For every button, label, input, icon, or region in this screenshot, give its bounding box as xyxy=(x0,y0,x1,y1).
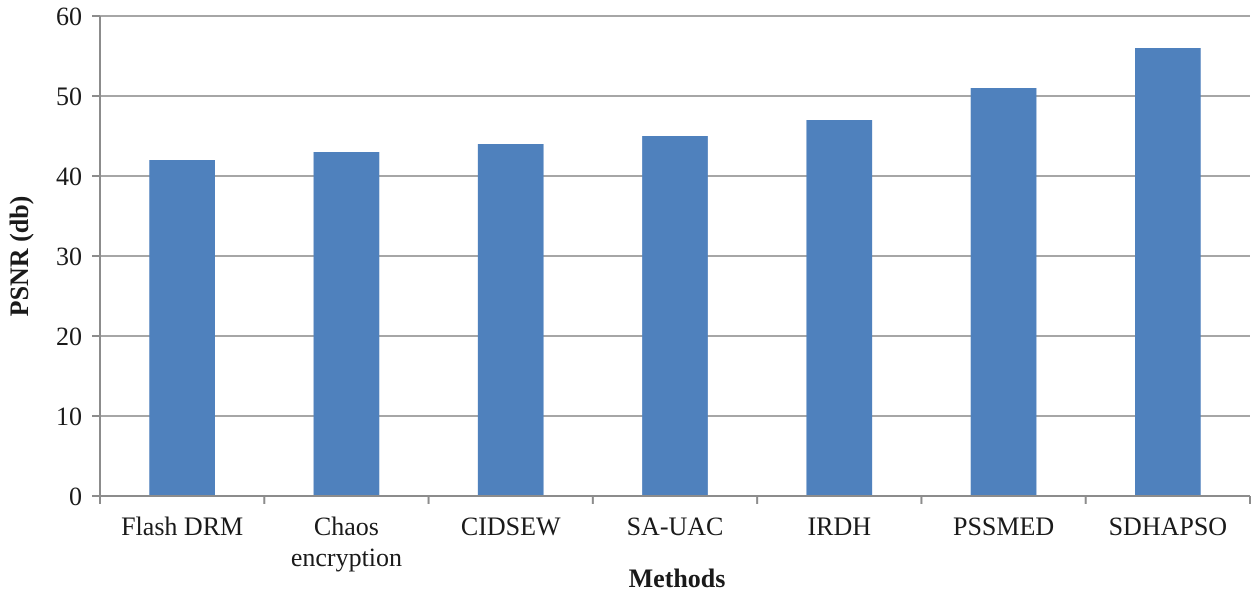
bar xyxy=(313,152,380,496)
x-category-label: Flash DRM xyxy=(121,512,243,541)
y-axis-title: PSNR (db) xyxy=(5,196,34,317)
y-tick-label: 20 xyxy=(56,322,82,351)
x-category-label-line: encryption xyxy=(291,543,402,572)
y-tick-label: 0 xyxy=(69,482,82,511)
axes xyxy=(92,15,1251,504)
y-tick-labels: 0 10 20 30 40 50 60 xyxy=(56,2,82,511)
x-category-label: SDHAPSO xyxy=(1109,512,1228,541)
x-axis-title: Methods xyxy=(629,564,726,593)
x-category-label-line: PSSMED xyxy=(953,512,1054,541)
x-category-label-line: SDHAPSO xyxy=(1109,512,1228,541)
x-category-label: Chaos encryption xyxy=(291,512,402,572)
y-tick-label: 60 xyxy=(56,2,82,31)
x-category-label-line: CIDSEW xyxy=(461,512,561,541)
y-tick-label: 30 xyxy=(56,242,82,271)
x-category-label-line: SA-UAC xyxy=(627,512,724,541)
bar xyxy=(970,88,1037,496)
x-category-labels: Flash DRM Chaos encryption CIDSEW SA-UAC IRDH… xyxy=(121,512,1227,572)
bar xyxy=(642,136,708,496)
bar xyxy=(149,160,215,496)
bars xyxy=(149,48,1201,496)
y-tick-label: 40 xyxy=(56,162,82,191)
x-category-label: SA-UAC xyxy=(627,512,724,541)
x-category-label: PSSMED xyxy=(953,512,1054,541)
bar xyxy=(477,144,544,496)
x-category-label-line: Chaos xyxy=(314,512,379,541)
y-tick-label: 10 xyxy=(56,402,82,431)
bar xyxy=(806,120,873,496)
x-category-label-line: IRDH xyxy=(808,512,872,541)
x-category-label: IRDH xyxy=(808,512,872,541)
x-category-label: CIDSEW xyxy=(461,512,561,541)
x-category-label-line: Flash DRM xyxy=(121,512,243,541)
bar xyxy=(1135,48,1201,496)
y-tick-label: 50 xyxy=(56,82,82,111)
